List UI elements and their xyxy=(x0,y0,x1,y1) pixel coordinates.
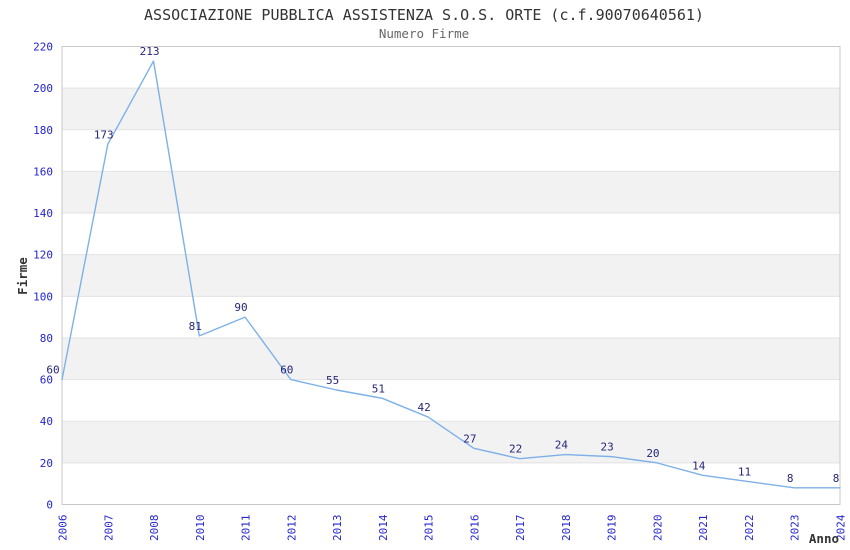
plot-band xyxy=(62,254,840,297)
point-label: 213 xyxy=(140,45,160,58)
point-label: 8 xyxy=(787,472,794,485)
x-tick-label: 2011 xyxy=(240,515,253,542)
y-tick-label: 220 xyxy=(33,41,53,54)
x-tick-label: 2018 xyxy=(560,515,573,542)
chart-subtitle: Numero Firme xyxy=(379,26,469,41)
y-axis-title: Firme xyxy=(15,257,30,295)
x-axis-title: Anno xyxy=(809,531,839,546)
x-tick-label: 2006 xyxy=(57,515,70,542)
x-tick-label: 2012 xyxy=(285,515,298,542)
point-label: 173 xyxy=(94,128,114,141)
point-label: 60 xyxy=(46,364,59,377)
point-label: 14 xyxy=(692,459,706,472)
plot-band xyxy=(62,337,840,380)
x-tick-label: 2017 xyxy=(514,515,527,542)
point-label: 27 xyxy=(463,432,476,445)
point-label: 55 xyxy=(326,374,339,387)
point-label: 11 xyxy=(738,466,751,479)
x-tick-label: 2013 xyxy=(331,515,344,542)
x-tick-label: 2024 xyxy=(835,514,848,541)
plot-band xyxy=(62,421,840,463)
plot-border xyxy=(61,46,841,505)
point-label: 20 xyxy=(646,447,659,460)
y-tick-label: 0 xyxy=(46,499,53,512)
y-tick-label: 20 xyxy=(40,457,53,470)
x-tick-label: 2022 xyxy=(743,515,756,542)
x-tick-label: 2007 xyxy=(102,515,115,542)
point-label: 51 xyxy=(372,382,385,395)
y-tick-label: 60 xyxy=(40,374,53,387)
point-label: 90 xyxy=(234,301,247,314)
point-label: 24 xyxy=(555,439,569,452)
y-tick-label: 40 xyxy=(40,415,53,428)
x-tick-label: 2023 xyxy=(789,515,802,542)
y-tick-label: 80 xyxy=(40,332,53,345)
plot-band xyxy=(62,171,840,214)
x-tick-label: 2020 xyxy=(651,515,664,542)
point-label: 8 xyxy=(833,472,840,485)
x-tick-label: 2016 xyxy=(468,515,481,542)
y-tick-label: 140 xyxy=(33,207,53,220)
x-tick-label: 2019 xyxy=(606,515,619,542)
x-tick-label: 2014 xyxy=(377,514,390,541)
x-tick-label: 2015 xyxy=(423,515,436,542)
x-tick-label: 2010 xyxy=(194,515,207,542)
point-label: 23 xyxy=(601,441,614,454)
x-tick-label: 2021 xyxy=(697,515,710,542)
x-tick-label: 2008 xyxy=(148,515,161,542)
y-tick-label: 200 xyxy=(33,82,53,95)
plot-band xyxy=(62,88,840,130)
point-label: 60 xyxy=(280,364,293,377)
y-tick-label: 180 xyxy=(33,124,53,137)
point-label: 81 xyxy=(189,320,202,333)
data-line xyxy=(61,60,841,489)
chart-title: ASSOCIAZIONE PUBBLICA ASSISTENZA S.O.S. … xyxy=(144,6,704,24)
y-tick-label: 120 xyxy=(33,249,53,262)
y-tick-label: 160 xyxy=(33,165,53,178)
point-label: 42 xyxy=(417,401,430,414)
y-tick-label: 100 xyxy=(33,290,53,303)
point-label: 22 xyxy=(509,443,522,456)
